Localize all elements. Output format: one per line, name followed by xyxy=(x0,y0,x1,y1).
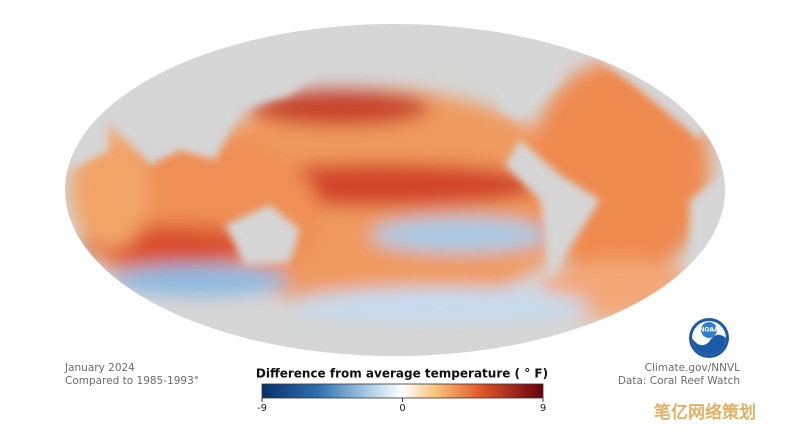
colorbar-ticks: -9 0 9 xyxy=(257,398,546,414)
noaa-logo: NOAA xyxy=(689,318,729,358)
map xyxy=(65,24,725,356)
logo-text: NOAA xyxy=(699,327,719,334)
legend-title: Difference from average temperature ( ° … xyxy=(256,367,548,381)
colorbar-tick-label: 0 xyxy=(399,403,405,414)
date: January 2024 xyxy=(64,362,135,374)
data-credit: Data: Coral Reef Watch xyxy=(618,375,740,387)
colorbar xyxy=(261,383,544,399)
source: Climate.gov/NNVL xyxy=(645,362,740,374)
colorbar-tick-label: -9 xyxy=(257,403,267,414)
colorbar-tick-label: 9 xyxy=(540,403,546,414)
baseline: Compared to 1985-1993° xyxy=(65,375,199,387)
watermark: 笔亿网络策划 xyxy=(654,402,756,423)
